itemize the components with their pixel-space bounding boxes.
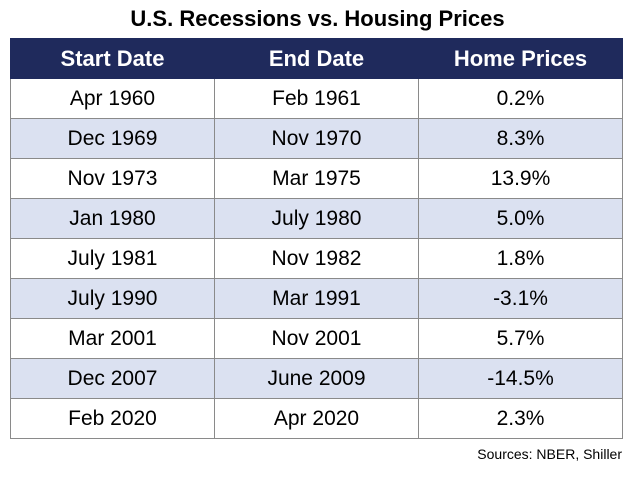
table-row: July 1981 Nov 1982 1.8% — [10, 238, 623, 279]
end-date-cell: Nov 2001 — [214, 318, 419, 359]
start-date-cell: Nov 1973 — [10, 158, 215, 199]
start-date-cell: Dec 2007 — [10, 358, 215, 399]
end-date-cell: Mar 1991 — [214, 278, 419, 319]
start-date-cell: Apr 1960 — [10, 78, 215, 119]
end-date-cell: July 1980 — [214, 198, 419, 239]
start-date-cell: Dec 1969 — [10, 118, 215, 159]
end-date-cell: Feb 1961 — [214, 78, 419, 119]
start-date-cell: Mar 2001 — [10, 318, 215, 359]
end-date-cell: Apr 2020 — [214, 398, 419, 439]
home-prices-cell: 0.2% — [418, 78, 623, 119]
home-prices-cell: 5.0% — [418, 198, 623, 239]
home-prices-cell: -14.5% — [418, 358, 623, 399]
home-prices-cell: 2.3% — [418, 398, 623, 439]
header-row: Start Date End Date Home Prices — [10, 38, 623, 79]
home-prices-cell: -3.1% — [418, 278, 623, 319]
table-row: Dec 1969 Nov 1970 8.3% — [10, 118, 623, 159]
start-date-cell: July 1981 — [10, 238, 215, 279]
recessions-table: Start Date End Date Home Prices Apr 1960… — [10, 38, 623, 439]
home-prices-cell: 5.7% — [418, 318, 623, 359]
table-row: Mar 2001 Nov 2001 5.7% — [10, 318, 623, 359]
table-row: July 1990 Mar 1991 -3.1% — [10, 278, 623, 319]
source-note: Sources: NBER, Shiller — [477, 446, 622, 462]
column-header-start-date: Start Date — [10, 38, 215, 79]
start-date-cell: July 1990 — [10, 278, 215, 319]
column-header-end-date: End Date — [214, 38, 419, 79]
end-date-cell: Mar 1975 — [214, 158, 419, 199]
table-row: Jan 1980 July 1980 5.0% — [10, 198, 623, 239]
end-date-cell: Nov 1970 — [214, 118, 419, 159]
table-row: Feb 2020 Apr 2020 2.3% — [10, 398, 623, 439]
column-header-home-prices: Home Prices — [418, 38, 623, 79]
end-date-cell: June 2009 — [214, 358, 419, 399]
home-prices-cell: 13.9% — [418, 158, 623, 199]
table-row: Apr 1960 Feb 1961 0.2% — [10, 78, 623, 119]
start-date-cell: Feb 2020 — [10, 398, 215, 439]
table-row: Dec 2007 June 2009 -14.5% — [10, 358, 623, 399]
home-prices-cell: 1.8% — [418, 238, 623, 279]
start-date-cell: Jan 1980 — [10, 198, 215, 239]
table-title: U.S. Recessions vs. Housing Prices — [130, 6, 505, 31]
end-date-cell: Nov 1982 — [214, 238, 419, 279]
table-row: Nov 1973 Mar 1975 13.9% — [10, 158, 623, 199]
home-prices-cell: 8.3% — [418, 118, 623, 159]
